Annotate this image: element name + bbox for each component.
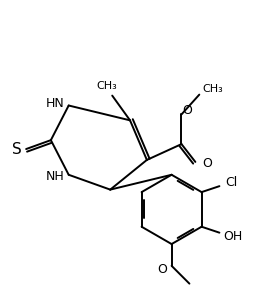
Text: OH: OH — [224, 230, 243, 243]
Text: O: O — [182, 104, 192, 117]
Text: CH₃: CH₃ — [96, 81, 117, 91]
Text: O: O — [157, 263, 167, 276]
Text: HN: HN — [45, 97, 64, 110]
Text: O: O — [202, 157, 212, 170]
Text: Cl: Cl — [225, 176, 237, 189]
Text: S: S — [12, 142, 22, 157]
Text: NH: NH — [45, 170, 64, 183]
Text: CH₃: CH₃ — [203, 84, 223, 94]
